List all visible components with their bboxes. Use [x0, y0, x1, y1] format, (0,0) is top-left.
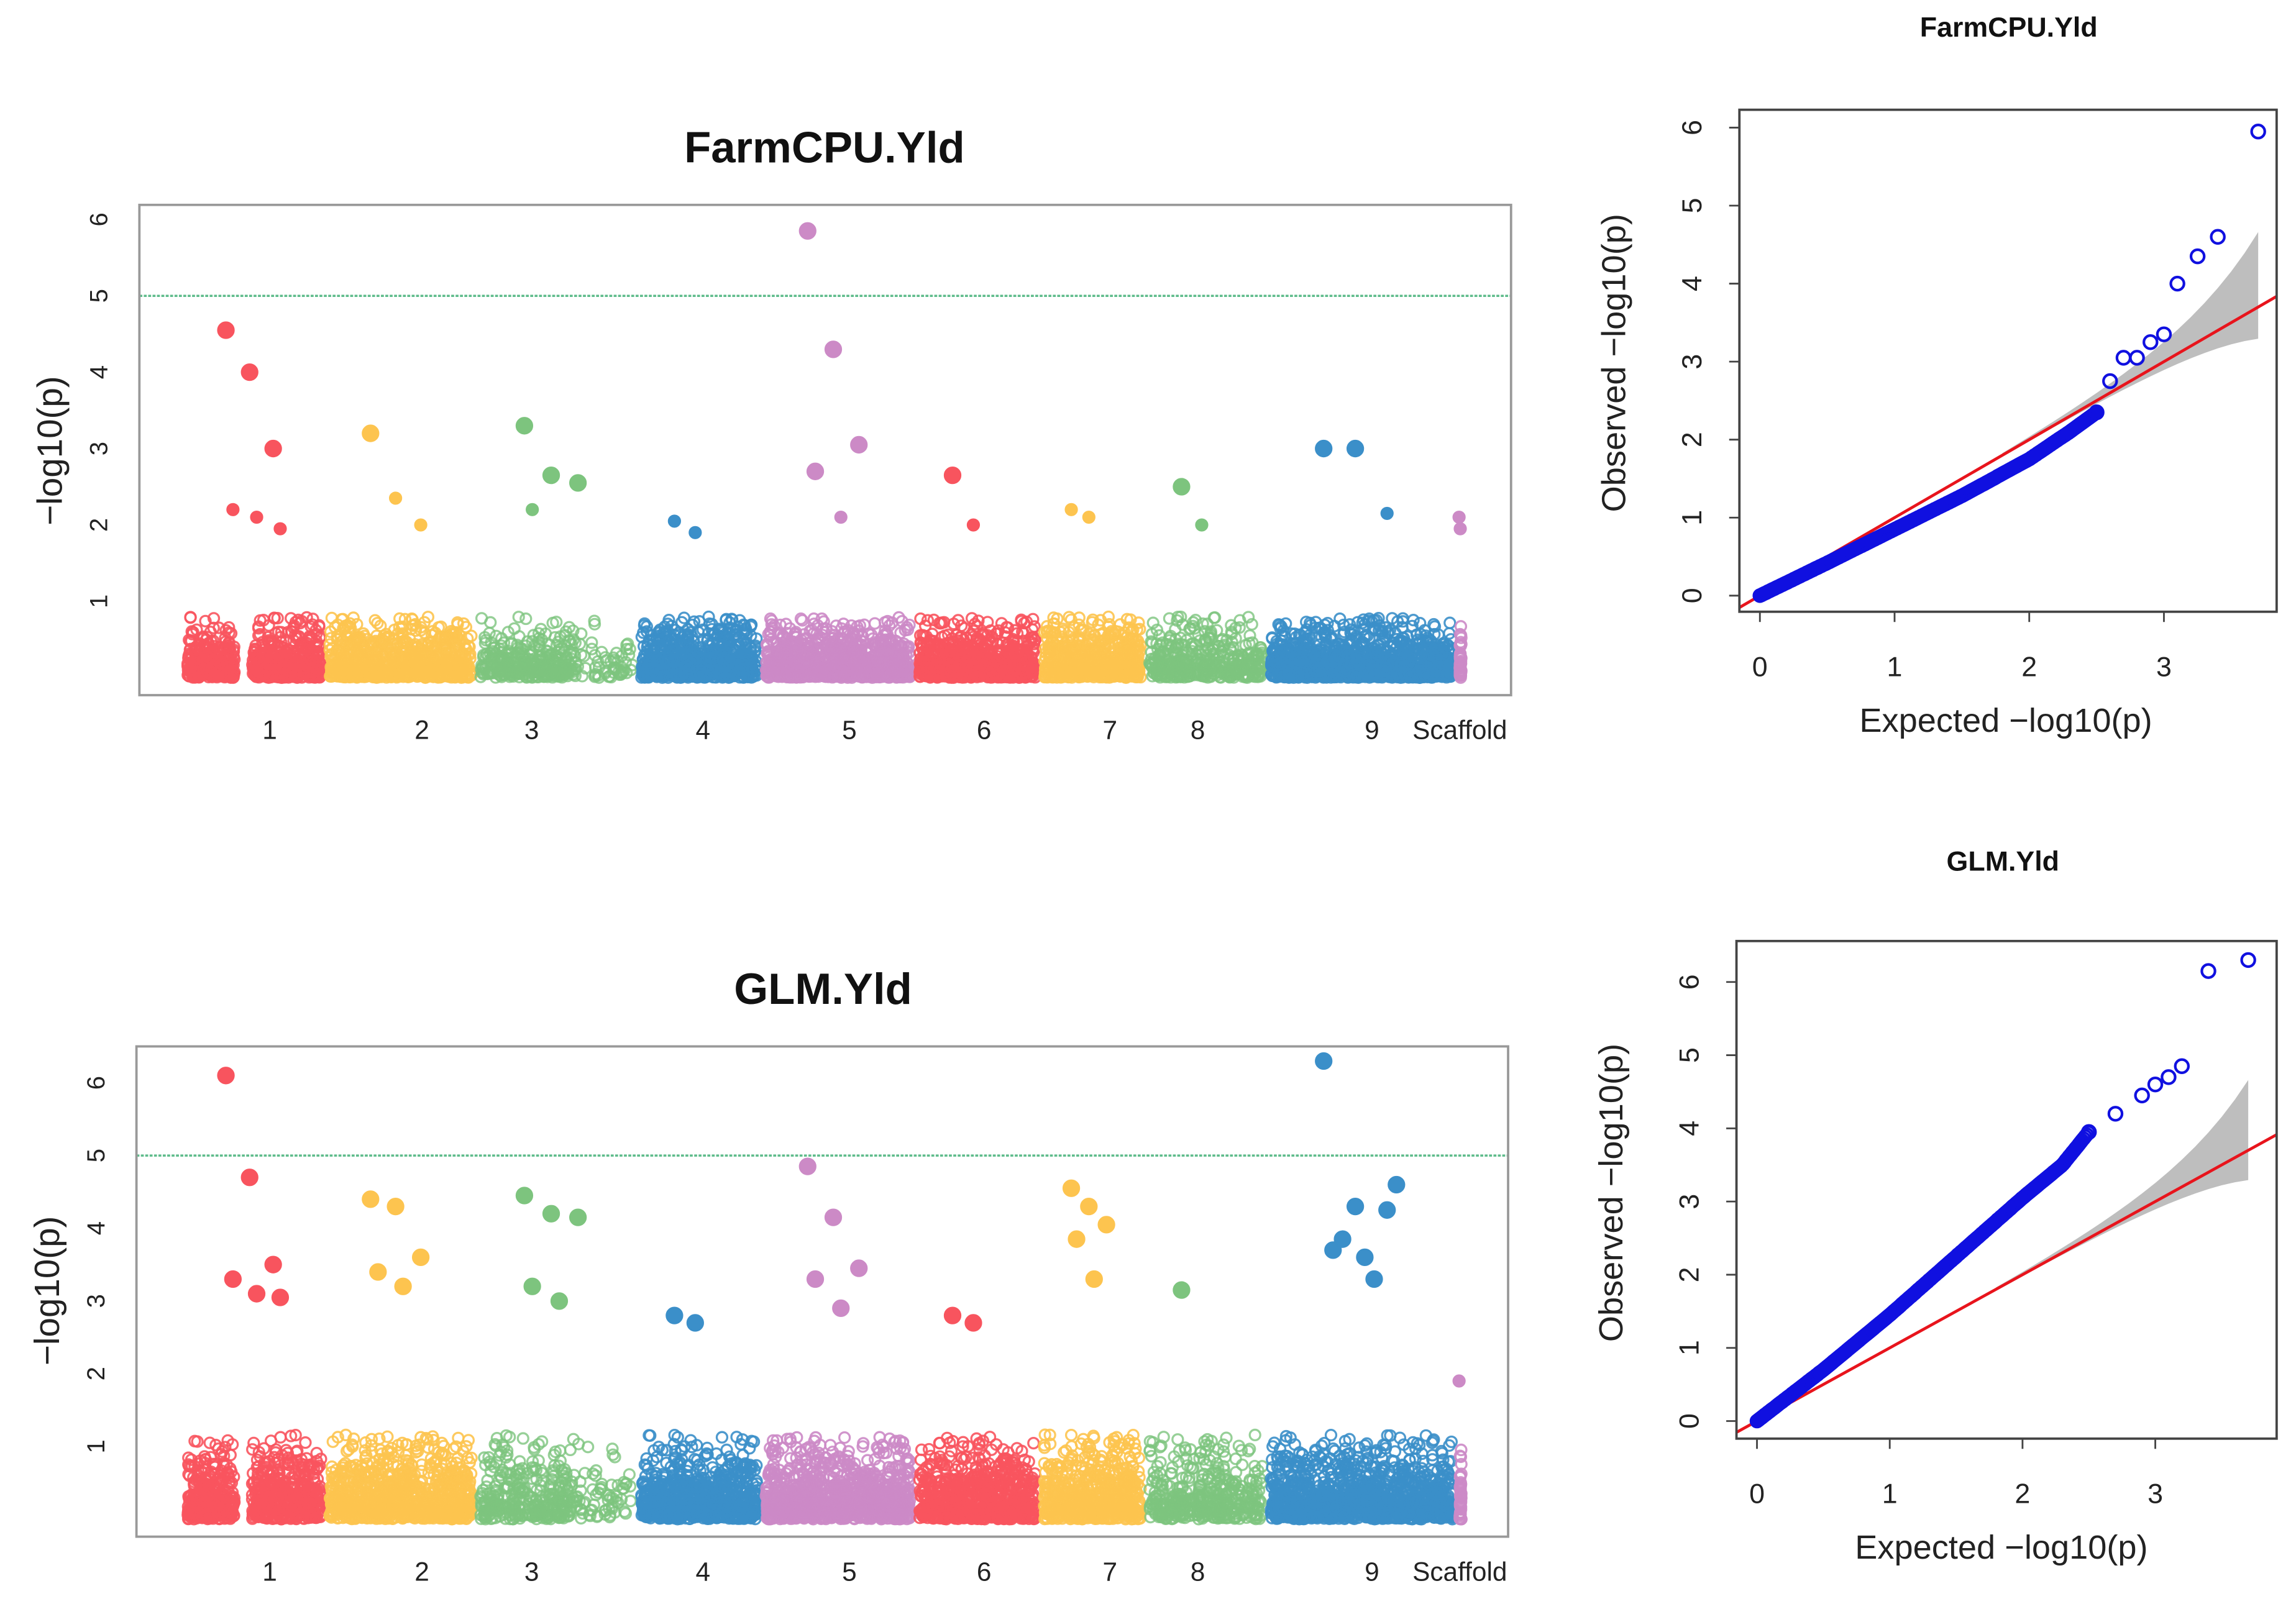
data-point [265, 636, 278, 649]
data-point [189, 643, 202, 656]
peak-point [273, 522, 287, 535]
peak-point [250, 510, 263, 524]
data-point [268, 654, 282, 667]
data-point [186, 671, 199, 684]
qq-farmcpu-xlabel: Expected −log10(p) [1859, 702, 2152, 739]
peak-point [240, 363, 258, 381]
data-point [304, 653, 317, 666]
peak-point [569, 474, 587, 492]
peak-point [943, 467, 962, 485]
data-point [190, 623, 203, 636]
data-point [181, 660, 194, 673]
data-point [259, 647, 273, 660]
data-point [288, 629, 302, 642]
data-point [274, 645, 287, 658]
x-tick-label: 5 [842, 716, 857, 745]
x-tick-label: 3 [524, 716, 539, 745]
data-point [300, 640, 313, 653]
peak-point [850, 435, 868, 454]
peak-point [667, 514, 681, 528]
data-point [309, 655, 322, 668]
data-point [512, 611, 525, 624]
peak-point [414, 518, 428, 532]
data-point [868, 617, 882, 630]
qq-glm-xlabel: Expected −log10(p) [1855, 1529, 2147, 1566]
x-tick-label: 6 [977, 716, 992, 745]
data-point [212, 654, 225, 667]
data-point [247, 662, 260, 675]
x-tick-label: 2 [414, 716, 429, 745]
data-point [310, 668, 323, 681]
data-point [275, 671, 288, 684]
data-point [204, 670, 217, 683]
data-point [475, 612, 488, 625]
qq-glm-ylabel: Observed −log10(p) [1593, 1044, 1630, 1342]
peak-point [542, 467, 560, 485]
data-point [184, 611, 197, 624]
data-point [199, 614, 212, 627]
peak-point [226, 503, 240, 516]
data-point [207, 621, 220, 635]
manhattan-farmcpu-ylabel: −log10(p) [30, 376, 69, 525]
peak-point [688, 526, 702, 539]
data-point [519, 612, 533, 626]
data-point [222, 621, 236, 634]
data-point [258, 666, 272, 679]
data-point [313, 619, 326, 632]
peak-point [526, 503, 539, 516]
peak-point [834, 510, 848, 524]
peak-point [362, 424, 380, 442]
manhattan-glm-title: GLM.Yld [734, 964, 912, 1013]
data-point [193, 671, 206, 684]
data-point [310, 650, 324, 663]
peak-point [806, 462, 825, 480]
peak-point [264, 439, 282, 458]
peak-point [217, 321, 235, 339]
data-point [183, 634, 196, 647]
x-tick-label: 4 [696, 716, 711, 745]
data-point [252, 620, 265, 633]
data-point [271, 611, 284, 625]
qq-farmcpu-title: FarmCPU.Yld [1920, 12, 2098, 43]
peak-point [966, 518, 981, 532]
x-tick-label: 1 [262, 716, 277, 745]
peak-point [515, 417, 534, 435]
manhattan-glm-ylabel: −log10(p) [27, 1216, 66, 1365]
data-point [196, 630, 210, 644]
peak-point [388, 491, 403, 505]
manhattan-farmcpu-title: FarmCPU.Yld [684, 122, 965, 171]
qq-glm-title: GLM.Yld [1947, 846, 2059, 877]
data-point [216, 657, 229, 671]
data-point [200, 649, 213, 662]
data-point [219, 632, 232, 645]
data-point [313, 647, 326, 661]
qq-farmcpu-ylabel: Observed −log10(p) [1596, 214, 1633, 512]
peak-point [824, 340, 843, 358]
peak-point [798, 222, 816, 240]
data-point [221, 667, 235, 680]
